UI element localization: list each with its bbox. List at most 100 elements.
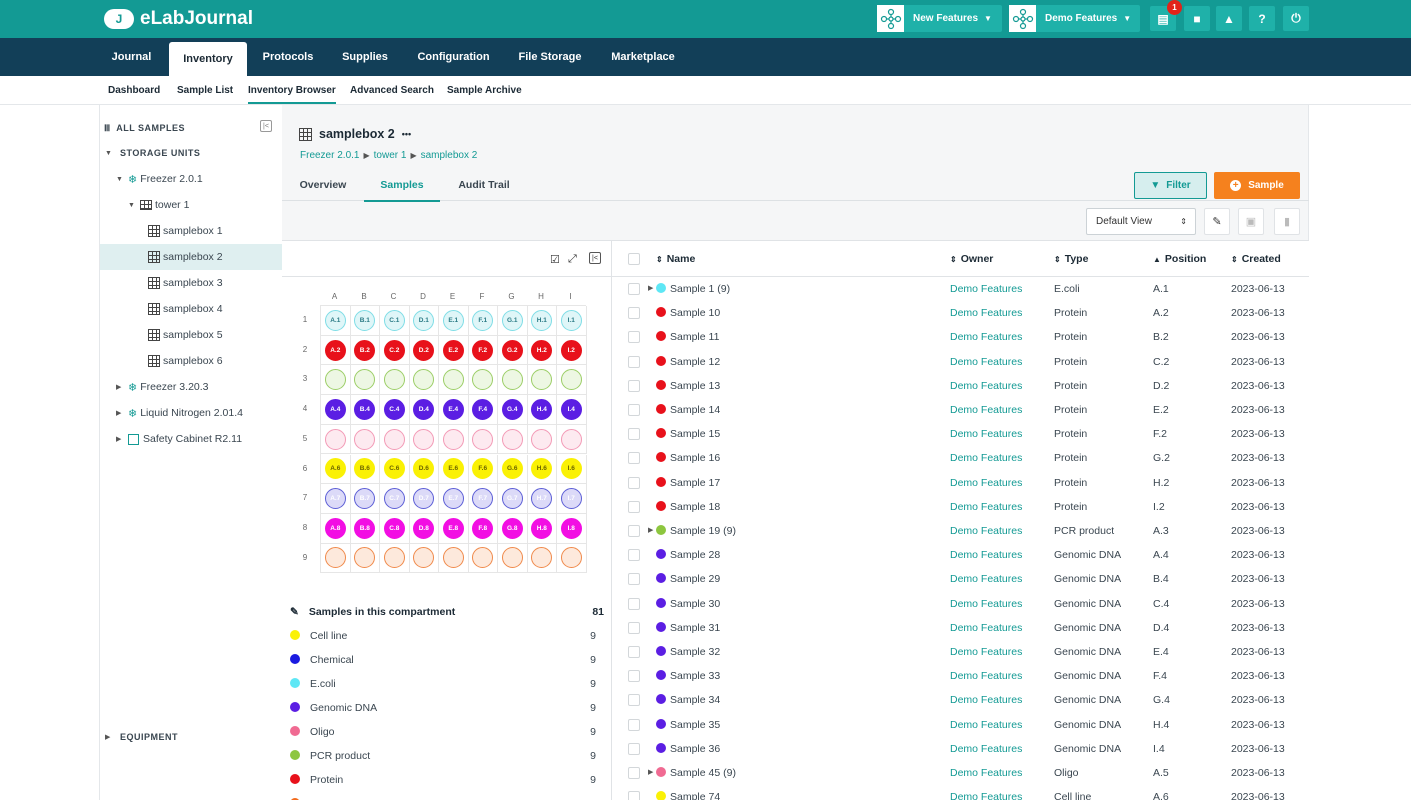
sample-name[interactable]: Sample 13 bbox=[656, 379, 720, 392]
sample-well[interactable]: C.2 bbox=[383, 339, 405, 361]
row-checkbox[interactable] bbox=[628, 525, 640, 537]
table-row[interactable]: Sample 13 Demo Features Protein D.2 2023-06-… bbox=[612, 374, 1309, 398]
owner-link[interactable]: Demo Features bbox=[950, 476, 1023, 489]
box-cell[interactable] bbox=[468, 365, 498, 396]
owner-link[interactable]: Demo Features bbox=[950, 718, 1023, 731]
tree-item[interactable]: ▼ tower 1 bbox=[100, 192, 283, 218]
sample-well[interactable] bbox=[354, 428, 376, 450]
row-checkbox[interactable] bbox=[628, 670, 640, 683]
box-cell[interactable]: H.6 bbox=[527, 454, 557, 485]
box-cell[interactable] bbox=[439, 543, 469, 574]
sample-name[interactable]: Sample 34 bbox=[656, 694, 720, 706]
box-cell[interactable]: H.4 bbox=[527, 395, 557, 425]
box-cell[interactable] bbox=[498, 543, 528, 574]
row-checkbox[interactable] bbox=[628, 307, 640, 320]
chevron-right-icon[interactable]: ▶ bbox=[116, 384, 122, 391]
sample-well[interactable] bbox=[354, 369, 376, 391]
sample-well[interactable]: H.1 bbox=[531, 309, 553, 331]
sample-name[interactable]: Sample 16 bbox=[656, 452, 720, 464]
sample-well[interactable] bbox=[560, 369, 582, 391]
tree-item[interactable]: samplebox 2 bbox=[100, 244, 283, 270]
all-samples-link[interactable]: Ⅲ ALL SAMPLES bbox=[100, 115, 283, 141]
box-cell[interactable]: I.6 bbox=[557, 454, 587, 485]
owner-link[interactable]: Demo Features bbox=[950, 646, 1023, 658]
box-cell[interactable]: E.8 bbox=[439, 513, 469, 544]
save-button[interactable]: ▣ bbox=[1238, 208, 1264, 235]
sample-name[interactable]: Sample 15 bbox=[656, 428, 720, 440]
box-cell[interactable]: I.4 bbox=[557, 395, 587, 425]
sample-well[interactable]: H.6 bbox=[531, 458, 553, 480]
row-checkbox[interactable] bbox=[628, 355, 640, 368]
sample-name[interactable]: Sample 31 bbox=[656, 621, 720, 634]
nav-inventory[interactable]: Inventory bbox=[169, 42, 247, 76]
sample-well[interactable]: H.7 bbox=[531, 488, 553, 510]
sample-well[interactable]: G.1 bbox=[501, 309, 523, 331]
chat-button[interactable]: ■ bbox=[1184, 6, 1210, 31]
tab-audit-trail[interactable]: Audit Trail bbox=[458, 179, 510, 191]
box-cell[interactable]: H.2 bbox=[527, 335, 557, 366]
row-checkbox[interactable] bbox=[628, 428, 640, 441]
sample-well[interactable]: D.1 bbox=[413, 309, 435, 331]
sample-well[interactable] bbox=[383, 547, 405, 569]
sample-well[interactable]: G.4 bbox=[501, 398, 523, 420]
select-all-icon[interactable]: ☑ bbox=[550, 254, 560, 266]
sample-name[interactable]: Sample 45 (9) bbox=[656, 767, 736, 779]
tree-item[interactable]: samplebox 1 bbox=[100, 218, 283, 244]
sample-well[interactable]: E.6 bbox=[442, 458, 464, 480]
sample-well[interactable]: H.8 bbox=[531, 517, 553, 539]
edit-button[interactable]: ✎ bbox=[1204, 208, 1230, 235]
box-cell[interactable]: C.1 bbox=[380, 306, 410, 336]
table-row[interactable]: ▶ Sample 1 (9) Demo Features E.coli A.1 2023-… bbox=[612, 277, 1309, 301]
box-cell[interactable]: E.4 bbox=[439, 395, 469, 425]
sample-well[interactable]: F.7 bbox=[472, 488, 494, 510]
box-cell[interactable]: G.4 bbox=[498, 395, 528, 425]
row-checkbox[interactable] bbox=[628, 597, 640, 610]
box-cell[interactable]: G.6 bbox=[498, 454, 528, 485]
box-cell[interactable]: G.1 bbox=[498, 306, 528, 336]
subnav-dashboard[interactable]: Dashboard bbox=[108, 85, 161, 96]
sample-well[interactable] bbox=[324, 369, 346, 391]
column-header-created[interactable]: ⇕ Created bbox=[1231, 253, 1281, 265]
row-checkbox[interactable] bbox=[628, 379, 640, 392]
sample-well[interactable]: B.1 bbox=[354, 309, 376, 331]
owner-link[interactable]: Demo Features bbox=[950, 525, 1023, 537]
sample-well[interactable]: B.4 bbox=[354, 398, 376, 420]
sample-name[interactable]: Sample 28 bbox=[656, 549, 720, 561]
add-sample-button[interactable]: + Sample bbox=[1214, 172, 1300, 199]
help-button[interactable]: ? bbox=[1249, 6, 1275, 31]
sample-well[interactable]: D.7 bbox=[413, 488, 435, 510]
tree-item[interactable]: ▼ ❄ Freezer 2.0.1 bbox=[100, 166, 283, 192]
sample-well[interactable] bbox=[442, 547, 464, 569]
owner-link[interactable]: Demo Features bbox=[950, 742, 1023, 755]
power-button[interactable]: ⏻ bbox=[1283, 6, 1309, 31]
tree-item[interactable]: ▶ ❄ Freezer 3.20.3 bbox=[100, 374, 283, 400]
box-cell[interactable]: A.2 bbox=[321, 335, 351, 366]
box-cell[interactable]: A.6 bbox=[321, 454, 351, 485]
sample-name[interactable]: Sample 36 bbox=[656, 742, 720, 755]
sample-well[interactable]: G.2 bbox=[501, 339, 523, 361]
nav-marketplace[interactable]: Marketplace bbox=[611, 51, 675, 63]
box-cell[interactable]: B.4 bbox=[350, 395, 380, 425]
box-cell[interactable]: B.1 bbox=[350, 306, 380, 336]
tree-item[interactable]: samplebox 4 bbox=[100, 296, 283, 322]
chevron-right-icon[interactable]: ▶ bbox=[116, 436, 122, 443]
box-cell[interactable]: C.4 bbox=[380, 395, 410, 425]
sample-name[interactable]: Sample 32 bbox=[656, 646, 720, 658]
table-row[interactable]: Sample 16 Demo Features Protein G.2 2023-06-… bbox=[612, 446, 1309, 470]
box-cell[interactable]: C.2 bbox=[380, 335, 410, 366]
owner-link[interactable]: Demo Features bbox=[950, 452, 1023, 465]
box-cell[interactable]: C.7 bbox=[380, 484, 410, 514]
sample-name[interactable]: Sample 30 bbox=[656, 597, 720, 610]
sample-well[interactable]: A.6 bbox=[324, 458, 346, 480]
box-cell[interactable]: I.2 bbox=[557, 335, 587, 366]
box-cell[interactable] bbox=[350, 424, 380, 455]
owner-link[interactable]: Demo Features bbox=[950, 694, 1023, 707]
box-cell[interactable] bbox=[321, 424, 351, 455]
box-cell[interactable] bbox=[498, 424, 528, 455]
expand-icon[interactable]: ⤢ bbox=[568, 253, 577, 265]
owner-link[interactable]: Demo Features bbox=[950, 307, 1023, 320]
row-checkbox[interactable] bbox=[628, 476, 640, 489]
sample-well[interactable]: I.8 bbox=[560, 517, 582, 539]
nav-protocols[interactable]: Protocols bbox=[262, 51, 314, 63]
tree-item[interactable]: ▶ Safety Cabinet R2.11 bbox=[100, 426, 283, 452]
